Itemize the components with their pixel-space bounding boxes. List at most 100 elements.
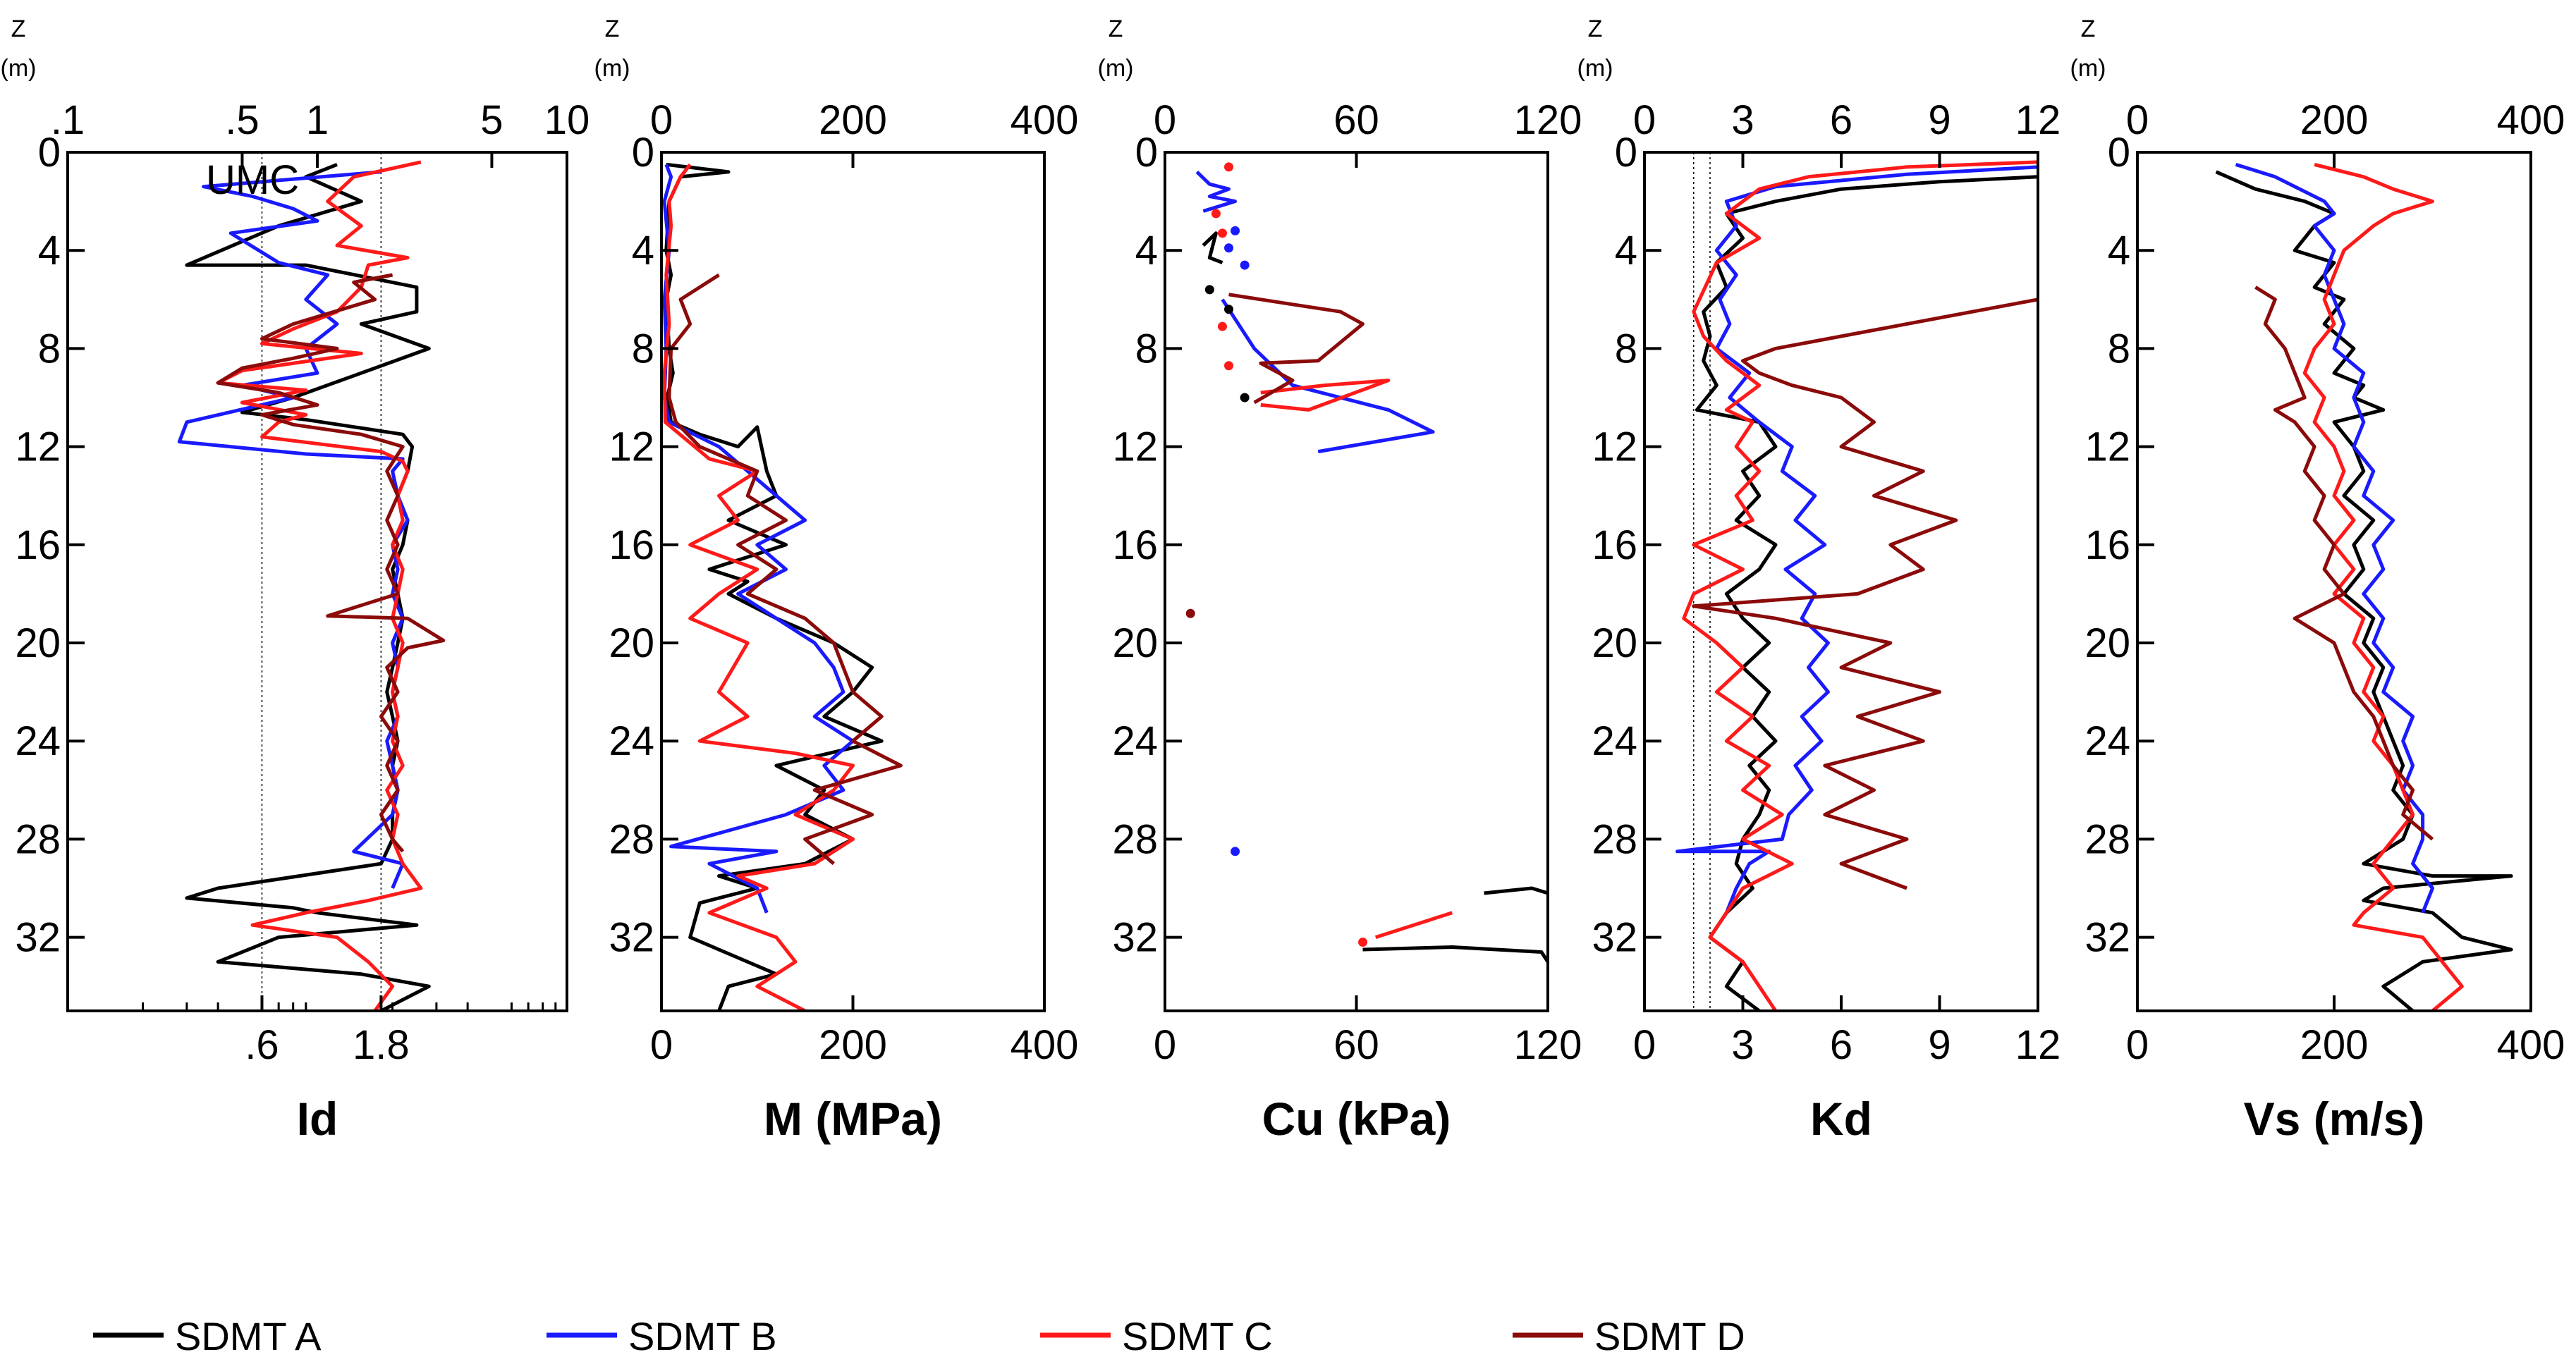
data-point-sdmt-b [1231, 847, 1240, 857]
y-tick-label: 12 [1112, 424, 1158, 470]
segment-sdmt-c [1374, 911, 1453, 939]
y-tick-label: 24 [2084, 718, 2130, 764]
x-axis-title: Id [297, 1093, 338, 1145]
data-point-sdmt-c [1217, 321, 1227, 331]
panel-kd: 0 4 8 12 16 20 24 28 32 0 3 6 9 12 0 3 6 9 12 Z (m) Kd [1577, 16, 2061, 1145]
bottom-tick-label: .6 [245, 1022, 279, 1068]
y-tick-label: 28 [1112, 816, 1158, 862]
depth-axis-unit: (m) [1098, 55, 1134, 82]
depth-axis-label: Z [11, 16, 26, 42]
panel-m-mpa-data [662, 162, 903, 1011]
data-point-sdmt-c [1224, 162, 1233, 172]
bottom-tick-label: 9 [1928, 1022, 1951, 1068]
series-line-sdmt-a [664, 162, 884, 1011]
y-tick-label: 24 [15, 718, 61, 764]
y-tick-label: 20 [1112, 620, 1158, 666]
top-tick-label: 200 [819, 97, 887, 143]
depth-axis-unit: (m) [1577, 55, 1613, 82]
data-point-sdmt-c [1358, 938, 1368, 947]
top-tick-label: 120 [1514, 97, 1582, 143]
panel-id: 0 4 8 12 16 20 24 28 32 .1 .5 1 5 10 .6 1.8 UMC Z (m) Id [1, 16, 590, 1145]
y-tick-label: 28 [1592, 816, 1637, 862]
data-point-sdmt-b [1224, 243, 1233, 253]
top-tick-label: 10 [544, 97, 590, 143]
x-axis-title: M (MPa) [764, 1093, 942, 1145]
y-tick-label: 12 [1592, 424, 1637, 470]
legend-label-sdmt-b: SDMT B [628, 1314, 777, 1358]
segment-sdmt-d [1228, 293, 1365, 405]
y-tick-label: 0 [2108, 130, 2130, 176]
series-line-sdmt-d [667, 273, 903, 866]
segment-sdmt-b [1221, 298, 1435, 454]
series-line-sdmt-d [2254, 286, 2434, 841]
y-tick-label: 12 [609, 424, 654, 470]
top-tick-label: 60 [1333, 97, 1379, 143]
legend-item-sdmt-a: SDMT A [93, 1314, 322, 1358]
series-line-sdmt-d [216, 273, 446, 853]
y-tick-label: 0 [632, 130, 654, 176]
series-line-sdmt-c [1682, 160, 2038, 1011]
bottom-tick-label: 3 [1731, 1022, 1754, 1068]
panel-vs-m-s-data [2215, 162, 2513, 1011]
bottom-tick-label: 400 [1011, 1022, 1079, 1068]
y-tick-label: 16 [609, 522, 654, 568]
data-point-sdmt-c [1224, 361, 1233, 371]
y-tick-label: 32 [609, 915, 654, 961]
top-tick-label: 12 [2015, 97, 2061, 143]
y-tick-label: 24 [1592, 718, 1637, 764]
y-tick-label: 4 [1135, 228, 1158, 274]
y-tick-label: 0 [1135, 130, 1158, 176]
y-tick-label: 4 [38, 228, 61, 274]
series-line-sdmt-c [2302, 162, 2464, 1011]
bottom-tick-label: 1.8 [353, 1022, 410, 1068]
legend: SDMT A SDMT B SDMT C SDMT D [93, 1314, 1745, 1358]
legend-item-sdmt-d: SDMT D [1513, 1314, 1745, 1358]
top-tick-label: 400 [1011, 97, 1079, 143]
panels: 0 4 8 12 16 20 24 28 32 .1 .5 1 5 10 .6 1.8 UMC Z (m) Id 0 4 8… [1, 16, 2565, 1145]
bottom-tick-label: 0 [650, 1022, 673, 1068]
bottom-tick-label: 6 [1830, 1022, 1852, 1068]
panel-id-data [177, 160, 446, 1011]
y-tick-label: 8 [1135, 326, 1158, 372]
y-tick-label: 32 [15, 915, 61, 961]
y-tick-label: 24 [609, 718, 654, 764]
data-point-sdmt-a [1224, 305, 1233, 314]
series-line-sdmt-b [177, 170, 410, 889]
top-tick-label: 0 [2126, 97, 2149, 143]
legend-label-sdmt-c: SDMT C [1122, 1314, 1273, 1358]
data-point-sdmt-a [1240, 393, 1250, 403]
legend-label-sdmt-a: SDMT A [175, 1314, 322, 1358]
legend-item-sdmt-b: SDMT B [547, 1314, 777, 1358]
y-tick-label: 20 [15, 620, 61, 666]
depth-axis-unit: (m) [2070, 55, 2106, 82]
depth-axis-label: Z [1109, 16, 1123, 42]
y-tick-label: 20 [609, 620, 654, 666]
segment-sdmt-a [1484, 886, 1548, 895]
segment-sdmt-a [1362, 945, 1548, 963]
panel-cu-kpa-data [1185, 162, 1548, 963]
top-tick-label: 400 [2497, 97, 2565, 143]
depth-axis-unit: (m) [594, 55, 630, 82]
data-point-sdmt-d [1185, 608, 1195, 618]
data-point-sdmt-c [1211, 209, 1221, 219]
top-tick-label: 1 [306, 97, 329, 143]
depth-axis-label: Z [605, 16, 620, 42]
top-tick-label: 3 [1731, 97, 1754, 143]
y-tick-label: 4 [2108, 228, 2130, 274]
x-axis-title: Cu (kPa) [1262, 1093, 1451, 1145]
y-tick-label: 20 [1592, 620, 1637, 666]
y-tick-label: 4 [1615, 228, 1637, 274]
bottom-tick-label: 200 [2300, 1022, 2369, 1068]
bottom-tick-label: 400 [2497, 1022, 2565, 1068]
y-tick-label: 0 [38, 130, 61, 176]
bottom-tick-label: 12 [2015, 1022, 2061, 1068]
panel-m-mpa: 0 4 8 12 16 20 24 28 32 0 200 400 0 200 400 Z (m) M (MPa) [594, 16, 1079, 1145]
y-tick-label: 16 [15, 522, 61, 568]
bottom-tick-label: 120 [1514, 1022, 1582, 1068]
legend-item-sdmt-c: SDMT C [1040, 1314, 1273, 1358]
y-tick-label: 32 [1592, 915, 1637, 961]
top-tick-label: .5 [225, 97, 259, 143]
x-axis-title: Kd [1810, 1093, 1872, 1145]
y-tick-label: 8 [632, 326, 654, 372]
